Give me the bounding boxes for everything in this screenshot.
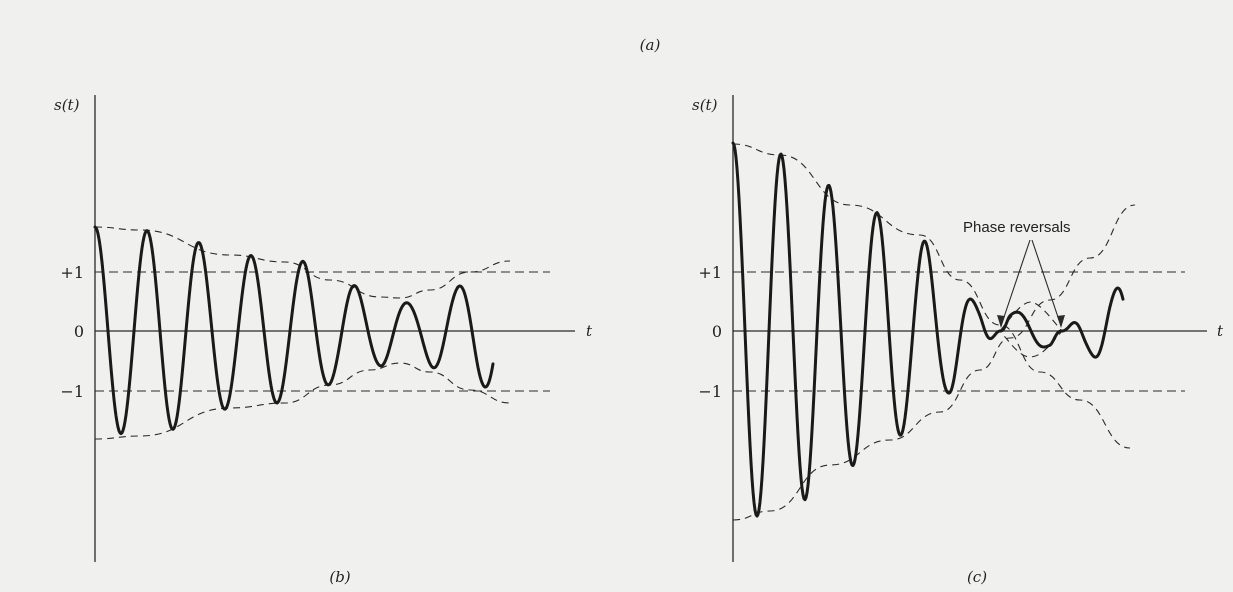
- panel-b-envelope-upper: [94, 226, 511, 299]
- panel-b-signal: [93, 225, 495, 436]
- panel-c-y-label: s(t): [692, 96, 718, 114]
- panel-b-envelope-lower: [94, 362, 511, 440]
- panel-c-arrowhead-1: [997, 315, 1005, 328]
- panel-c-annotation: Phase reversals: [963, 219, 1071, 236]
- panel-b: s(t) t +1 0 −1 (b): [54, 95, 593, 586]
- panel-c-tick-plus1: +1: [698, 263, 722, 282]
- panel-c-tick-zero: 0: [712, 322, 722, 341]
- caption-a: (a): [640, 36, 661, 54]
- panel-b-tick-minus1: −1: [60, 382, 84, 401]
- panel-c-arrow-1: [1000, 239, 1031, 327]
- panel-b-y-label: s(t): [54, 96, 80, 114]
- panel-b-tick-plus1: +1: [60, 263, 84, 282]
- panel-b-tick-zero: 0: [74, 322, 84, 341]
- caption-b: (b): [329, 568, 350, 586]
- panel-c-tick-minus1: −1: [698, 382, 722, 401]
- panel-c-envelope-upper: [732, 143, 1131, 449]
- caption-c: (c): [967, 568, 987, 586]
- panel-c-x-label: t: [1217, 322, 1224, 340]
- panel-c-envelope-lower: [732, 204, 1136, 521]
- panel-c-arrowhead-2: [1057, 315, 1065, 328]
- panel-c: s(t) t +1 0 −1 Phase reversals (c): [692, 95, 1224, 586]
- panel-c-signal: [731, 141, 1125, 518]
- panel-b-x-label: t: [586, 322, 593, 340]
- panel-c-arrow-2: [1031, 239, 1062, 327]
